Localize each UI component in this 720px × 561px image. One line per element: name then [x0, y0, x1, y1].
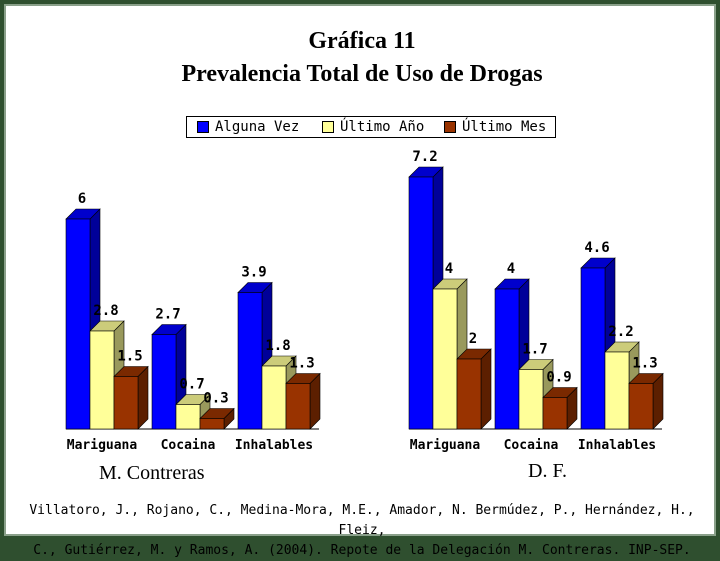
- chart-subtitle: Prevalencia Total de Uso de Drogas: [181, 61, 543, 87]
- source-line: C., Gutiérrez, M. y Ramos, A. (2004). Re…: [33, 543, 691, 558]
- data-label: 1.5: [117, 349, 142, 365]
- group-label-df: D. F.: [528, 460, 567, 482]
- group-label-m-contreras: M. Contreras: [99, 462, 205, 484]
- bar: [113, 376, 139, 430]
- data-label: 1.3: [289, 356, 314, 372]
- bar-chart: 6 2.8 1.5 Mariguana 2.7 0.70.3 Cocaina 3.9 1.8 1.…: [65, 149, 664, 453]
- data-label: 0.9: [546, 370, 571, 386]
- bar: [237, 292, 263, 430]
- bar: [580, 267, 606, 430]
- data-label: 1.8: [265, 338, 290, 354]
- bar: [199, 418, 225, 430]
- legend-swatch: [197, 121, 209, 133]
- source-line: Villatoro, J., Rojano, C., Medina-Mora, …: [29, 503, 695, 538]
- data-label: 7.2: [412, 149, 437, 165]
- category-label: Cocaina: [161, 438, 216, 453]
- data-label: 3.9: [241, 265, 266, 281]
- bar: [432, 288, 458, 430]
- legend-item-ultimo-mes: Último Mes: [444, 119, 546, 135]
- legend-swatch: [322, 121, 334, 133]
- data-label: 2.2: [608, 324, 633, 340]
- chart-frame: Gráfica 11 Prevalencia Total de Uso de D…: [4, 4, 716, 558]
- legend: Alguna Vez Último Año Último Mes: [186, 116, 556, 138]
- data-label: 2: [469, 331, 477, 347]
- data-label: 2.7: [155, 307, 180, 323]
- legend-swatch: [444, 121, 456, 133]
- category-label: Mariguana: [67, 438, 138, 453]
- data-label: 2.8: [93, 303, 118, 319]
- data-label: 4.6: [584, 240, 609, 256]
- bar: [408, 176, 434, 430]
- bar: [151, 334, 177, 430]
- bar: [542, 397, 568, 430]
- bar-side: [480, 348, 492, 430]
- bar: [628, 383, 654, 430]
- data-label: 1.3: [632, 356, 657, 372]
- bar: [285, 383, 311, 430]
- data-label: 4: [507, 261, 515, 277]
- legend-label: Alguna Vez: [215, 119, 300, 135]
- data-label: 0.7: [179, 377, 204, 393]
- bar: [518, 369, 544, 430]
- category-label: Inhalables: [235, 438, 313, 453]
- bar-side: [137, 365, 149, 430]
- legend-label: Último Año: [340, 119, 425, 135]
- bar: [604, 351, 630, 430]
- data-label: 4: [445, 261, 453, 277]
- data-label: 0.3: [203, 391, 228, 407]
- category-label: Mariguana: [410, 438, 481, 453]
- category-label: Cocaina: [504, 438, 559, 453]
- bar: [456, 358, 482, 430]
- bar: [494, 288, 520, 430]
- bar: [175, 404, 201, 430]
- legend-item-ultimo-ano: Último Año: [322, 119, 424, 135]
- data-label: 6: [78, 191, 86, 207]
- bar: [65, 218, 91, 430]
- chart-title: Gráfica 11: [308, 28, 416, 54]
- legend-label: Último Mes: [462, 119, 547, 135]
- data-label: 1.7: [522, 342, 547, 358]
- legend-item-alguna-vez: Alguna Vez: [197, 119, 299, 135]
- bar: [89, 330, 115, 430]
- category-label: Inhalables: [578, 438, 656, 453]
- source-citation: Villatoro, J., Rojano, C., Medina-Mora, …: [6, 501, 718, 561]
- bar: [261, 365, 287, 430]
